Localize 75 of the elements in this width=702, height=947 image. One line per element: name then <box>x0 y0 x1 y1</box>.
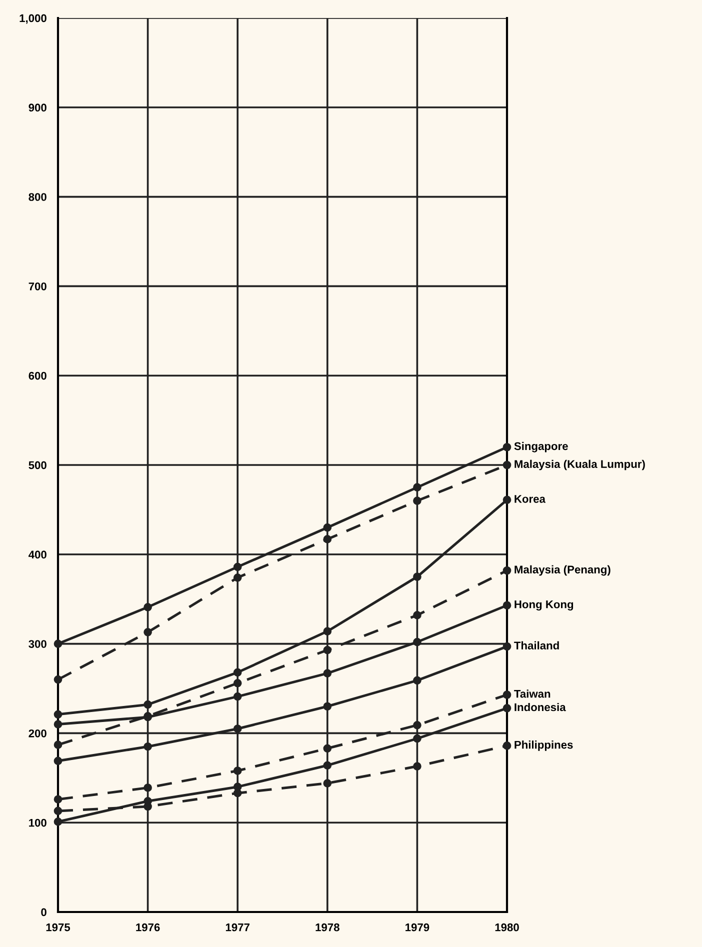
point <box>413 572 422 581</box>
point <box>144 602 152 612</box>
point <box>323 627 332 636</box>
point <box>502 601 512 610</box>
series-label: Taiwan <box>514 690 550 698</box>
point <box>502 496 512 504</box>
point <box>233 724 242 733</box>
point <box>413 720 422 730</box>
point <box>233 788 242 798</box>
point <box>144 628 152 636</box>
y-tick-label: 200 <box>28 729 46 738</box>
point <box>323 669 332 678</box>
series-label: Korea <box>514 495 546 503</box>
point <box>323 535 332 544</box>
point <box>413 676 422 685</box>
y-tick-label: 0 <box>41 908 46 916</box>
point <box>502 460 512 470</box>
point <box>233 678 242 688</box>
point <box>413 762 422 770</box>
y-tick-label: 600 <box>28 372 46 380</box>
x-tick-label: 1976 <box>136 923 160 932</box>
point <box>502 690 512 699</box>
point <box>502 704 512 712</box>
point <box>323 646 332 654</box>
point <box>54 795 62 804</box>
x-tick-label: 1978 <box>316 923 340 932</box>
point <box>323 779 332 788</box>
y-tick-label: 100 <box>29 818 46 827</box>
point <box>54 640 62 648</box>
x-tick-label: 1975 <box>46 923 70 932</box>
series-label: Thailand <box>514 641 559 650</box>
point <box>502 442 512 452</box>
point <box>233 766 242 775</box>
series-label: Malaysia (Penang) <box>514 565 610 576</box>
x-tick-label: 1979 <box>406 923 430 932</box>
y-tick-label: 400 <box>28 550 46 559</box>
point <box>54 675 62 684</box>
point <box>413 734 422 743</box>
point <box>144 742 152 751</box>
point <box>54 710 62 719</box>
point <box>502 642 512 651</box>
x-tick-label: 1980 <box>495 923 519 932</box>
point <box>144 700 152 709</box>
series-label: Malaysia (Kuala Lumpur) <box>514 460 645 470</box>
point <box>502 742 512 750</box>
point <box>54 720 62 728</box>
y-tick-label: 500 <box>28 461 46 470</box>
point <box>413 638 422 646</box>
y-tick-label: 1,000 <box>20 14 46 24</box>
y-tick-label: 700 <box>28 282 46 290</box>
series-label: Indonesia <box>514 702 566 712</box>
point <box>233 668 242 677</box>
y-tick-label: 900 <box>28 104 46 112</box>
point <box>323 702 332 711</box>
point <box>54 740 62 749</box>
series-label: Hong Kong <box>514 600 574 611</box>
point <box>54 806 62 816</box>
point <box>413 483 422 492</box>
point <box>502 566 512 575</box>
point <box>323 523 332 532</box>
point <box>413 496 422 505</box>
point <box>323 744 332 753</box>
series-label: Philippines <box>514 740 573 751</box>
point <box>233 573 242 582</box>
point <box>413 611 422 620</box>
point <box>54 818 62 826</box>
y-tick-label: 800 <box>28 193 46 201</box>
point <box>54 756 62 766</box>
point <box>233 562 242 572</box>
series-label: Singapore <box>514 442 568 452</box>
y-tick-label: 300 <box>28 640 46 648</box>
point <box>233 692 242 701</box>
point <box>144 784 152 792</box>
point <box>323 761 332 770</box>
x-tick-label: 1977 <box>226 923 250 932</box>
